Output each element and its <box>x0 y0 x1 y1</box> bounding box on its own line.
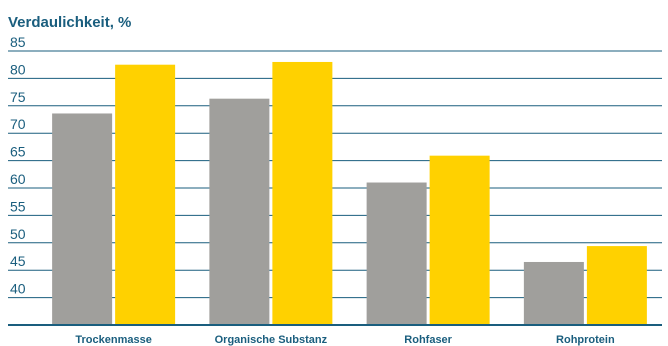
x-tick-label: Rohfaser <box>404 334 452 346</box>
bar-organische-substanz-series-2 <box>272 61 333 326</box>
y-tick-label: 55 <box>10 198 26 214</box>
y-tick-label: 40 <box>10 281 26 297</box>
bar-rohprotein-series-2 <box>586 246 647 325</box>
chart-title: Verdaulichkeit, % <box>8 14 131 31</box>
y-tick-label: 75 <box>10 89 26 105</box>
bar-trockenmasse-series-2 <box>115 64 176 325</box>
y-tick-label: 45 <box>10 253 26 269</box>
y-tick-label: 85 <box>10 34 26 50</box>
x-tick-label: Trockenmasse <box>75 334 151 346</box>
y-tick-label: 50 <box>10 226 26 242</box>
bar-rohfaser-series-2 <box>429 155 490 325</box>
y-tick-label: 70 <box>10 116 26 132</box>
bar-rohprotein-series-1 <box>523 261 584 325</box>
y-tick-label: 65 <box>10 144 26 160</box>
axes: 40 45 50 55 60 65 70 75 80 85 Trockenmasse Organisc… <box>8 34 662 346</box>
bars <box>52 61 647 326</box>
bar-rohfaser-series-1 <box>366 182 427 325</box>
bar-organische-substanz-series-1 <box>209 98 270 326</box>
y-tick-label: 60 <box>10 171 26 187</box>
x-tick-label: Rohprotein <box>556 334 615 346</box>
x-tick-label: Organische Substanz <box>215 334 328 346</box>
bar-trockenmasse-series-1 <box>52 113 113 325</box>
y-tick-label: 80 <box>10 61 26 77</box>
